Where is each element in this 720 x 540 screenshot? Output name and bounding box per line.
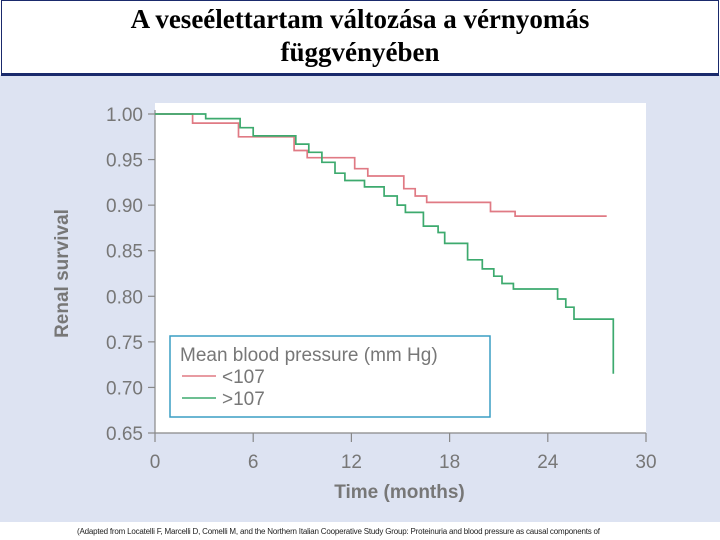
x-axis-title: Time (months) (334, 482, 465, 503)
legend-title: Mean blood pressure (mm Hg) (180, 345, 438, 366)
slide-title-line-1: A veseélettartam változása a vérnyomás (130, 4, 590, 34)
renal-survival-chart: 1.00 0.95 0.90 0.85 0.80 0.75 0.70 0.65 0 6 12 18 24… (52, 103, 657, 503)
source-footer: (Adapted from Locatelli F, Marcelli D, C… (0, 522, 720, 540)
series-line-low-bp (155, 113, 607, 217)
x-tick-label: 12 (341, 452, 362, 473)
series-line-high-bp (155, 113, 615, 374)
legend-label-low-bp: <107 (222, 367, 265, 388)
x-tick-label: 24 (537, 452, 559, 473)
x-tick-label: 30 (635, 452, 656, 473)
y-tick-label: 0.65 (106, 424, 143, 445)
slide-title-line-2: függvényében (280, 37, 440, 67)
y-tick-label: 0.70 (106, 378, 143, 399)
y-tick-label: 0.75 (106, 333, 143, 354)
legend-label-high-bp: >107 (222, 389, 265, 410)
x-tick-label: 6 (248, 452, 259, 473)
series-layer (155, 113, 615, 374)
x-tick-label: 18 (439, 452, 460, 473)
y-tick-label: 0.85 (106, 242, 143, 263)
y-tick-label: 0.90 (106, 196, 143, 217)
y-axis-title: Renal survival (52, 209, 73, 338)
y-tick-label: 0.80 (106, 287, 143, 308)
y-tick-label: 0.95 (106, 151, 143, 172)
slide-title: A veseélettartam változása a vérnyomás f… (1, 0, 719, 74)
x-tick-label: 0 (150, 452, 161, 473)
legend: Mean blood pressure (mm Hg) <107 >107 (169, 335, 491, 418)
legend-box (169, 335, 491, 418)
y-tick-label: 1.00 (106, 105, 143, 126)
source-citation: (Adapted from Locatelli F, Marcelli D, C… (77, 527, 600, 536)
axes: 1.00 0.95 0.90 0.85 0.80 0.75 0.70 0.65 0 6 12 18 24… (52, 105, 657, 503)
